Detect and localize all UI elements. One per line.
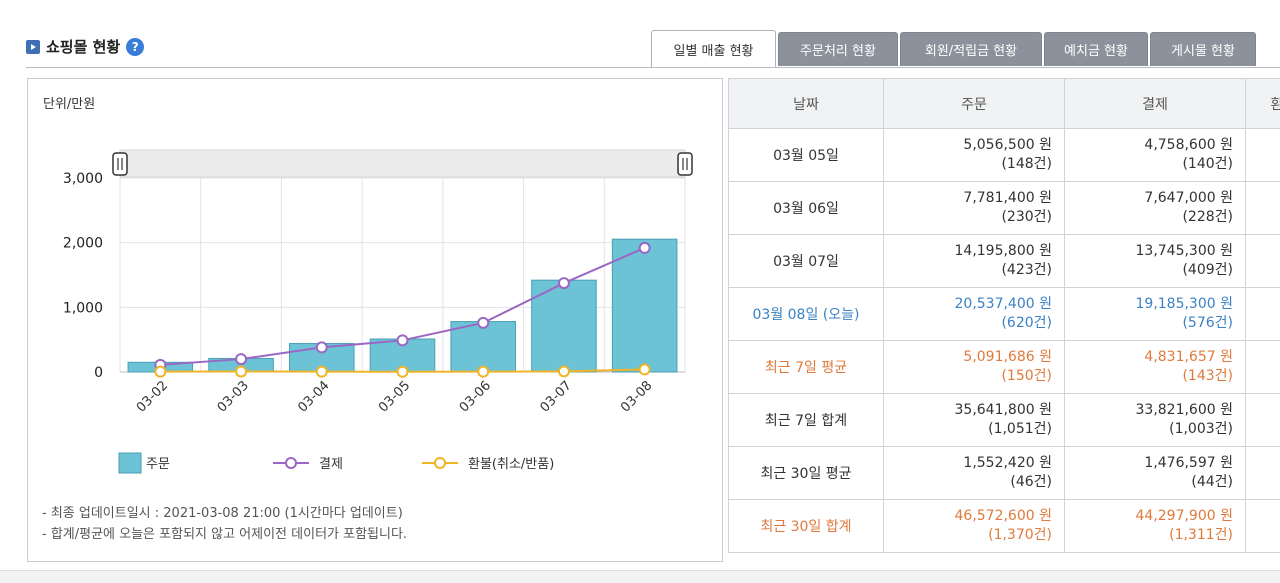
- point-refund: [317, 367, 327, 377]
- bar-order: [612, 239, 677, 372]
- tab-divider: [26, 67, 1280, 68]
- cell-payment: 4,758,600 원(140건): [1065, 129, 1246, 182]
- legend-label-refund: 환불(취소/반품): [468, 457, 554, 472]
- cell-payment: 1,476,597 원(44건): [1065, 447, 1246, 500]
- cell-date: 03월 06일: [729, 182, 884, 235]
- notes: - 최종 업데이트일시 : 2021-03-08 21:00 (1시간마다 업데…: [42, 503, 407, 545]
- cell-payment: 13,745,300 원(409건): [1065, 235, 1246, 288]
- cell-payment: 4,831,657 원(143건): [1065, 341, 1246, 394]
- title-marker-icon: [26, 40, 40, 54]
- cell-date: 최근 7일 평균: [729, 341, 884, 394]
- range-handle-left: [113, 153, 127, 175]
- header-date: 날짜: [729, 79, 884, 129]
- point-refund: [640, 364, 650, 374]
- header-refund: 환: [1246, 79, 1280, 129]
- cell-order: 46,572,600 원(1,370건): [884, 500, 1065, 553]
- cell-date: 최근 30일 합계: [729, 500, 884, 553]
- cell-refund: [1246, 500, 1280, 553]
- range-handle-right: [678, 153, 692, 175]
- x-tick-label: 03-06: [457, 378, 494, 415]
- point-payment: [236, 354, 246, 364]
- y-tick-label: 1,000: [63, 300, 103, 316]
- sales-chart: 0 1,000 2,000 3,000 03-02 03-03 03-04 03-05 03-0…: [28, 79, 722, 489]
- cell-order: 5,056,500 원(148건): [884, 129, 1065, 182]
- point-refund: [559, 366, 569, 376]
- cell-order: 7,781,400 원(230건): [884, 182, 1065, 235]
- tab-order-processing[interactable]: 주문처리 현황: [778, 32, 898, 66]
- point-refund: [236, 366, 246, 376]
- help-icon[interactable]: ?: [126, 38, 144, 56]
- x-tick-label: 03-03: [215, 378, 252, 415]
- cell-payment: 19,185,300 원(576건): [1065, 288, 1246, 341]
- cell-refund: [1246, 447, 1280, 500]
- cell-date: 03월 07일: [729, 235, 884, 288]
- point-payment: [559, 278, 569, 288]
- cell-payment: 33,821,600 원(1,003건): [1065, 394, 1246, 447]
- point-refund: [478, 367, 488, 377]
- note-summary-info: - 합계/평균에 오늘은 포함되지 않고 어제이전 데이터가 포함됩니다.: [42, 524, 407, 545]
- point-refund: [155, 367, 165, 377]
- y-tick-label: 2,000: [63, 236, 103, 252]
- cell-date: 03월 08일 (오늘): [729, 288, 884, 341]
- x-tick-label: 03-08: [618, 378, 655, 415]
- cell-refund: [1246, 341, 1280, 394]
- cell-order: 14,195,800 원(423건): [884, 235, 1065, 288]
- legend-marker-refund: [435, 458, 445, 468]
- table-header-row: 날짜 주문 결제 환: [729, 79, 1280, 129]
- cell-date: 최근 30일 평균: [729, 447, 884, 500]
- cell-refund: [1246, 394, 1280, 447]
- point-refund: [398, 367, 408, 377]
- point-payment: [398, 335, 408, 345]
- legend-label-payment: 결제: [319, 457, 343, 472]
- cell-refund: [1246, 182, 1280, 235]
- x-tick-label: 03-04: [295, 378, 332, 415]
- cell-payment: 44,297,900 원(1,311건): [1065, 500, 1246, 553]
- header-payment: 결제: [1065, 79, 1246, 129]
- x-tick-label: 03-07: [537, 378, 574, 415]
- cell-refund: [1246, 235, 1280, 288]
- point-payment: [478, 318, 488, 328]
- point-payment: [317, 342, 327, 352]
- section-title: 쇼핑몰 현황 ?: [26, 36, 144, 57]
- bottom-strip: [0, 570, 1280, 583]
- y-tick-label: 3,000: [63, 171, 103, 187]
- note-update-time: - 최종 업데이트일시 : 2021-03-08 21:00 (1시간마다 업데…: [42, 503, 407, 524]
- tab-deposits[interactable]: 예치금 현황: [1044, 32, 1148, 66]
- tab-posts[interactable]: 게시물 현황: [1150, 32, 1256, 66]
- x-tick-label: 03-02: [134, 378, 171, 415]
- cell-payment: 7,647,000 원(228건): [1065, 182, 1246, 235]
- header-order: 주문: [884, 79, 1065, 129]
- cell-order: 5,091,686 원(150건): [884, 341, 1065, 394]
- tab-members-points[interactable]: 회원/적립금 현황: [900, 32, 1042, 66]
- cell-order: 35,641,800 원(1,051건): [884, 394, 1065, 447]
- table-row: 03월 08일 (오늘)20,537,400 원(620건)19,185,300…: [729, 288, 1280, 341]
- cell-refund: [1246, 288, 1280, 341]
- point-payment: [640, 243, 650, 253]
- legend-swatch-order: [119, 453, 141, 473]
- legend-marker-payment: [286, 458, 296, 468]
- range-selector-band: [120, 150, 685, 177]
- page-title: 쇼핑몰 현황: [46, 36, 120, 57]
- y-tick-label: 0: [94, 365, 103, 381]
- legend-label-order: 주문: [146, 457, 170, 472]
- cell-date: 최근 7일 합계: [729, 394, 884, 447]
- cell-order: 20,537,400 원(620건): [884, 288, 1065, 341]
- bar-order: [451, 322, 516, 372]
- cell-date: 03월 05일: [729, 129, 884, 182]
- x-tick-label: 03-05: [376, 378, 413, 415]
- tab-daily-sales[interactable]: 일별 매출 현황: [651, 30, 776, 68]
- cell-refund: [1246, 129, 1280, 182]
- cell-order: 1,552,420 원(46건): [884, 447, 1065, 500]
